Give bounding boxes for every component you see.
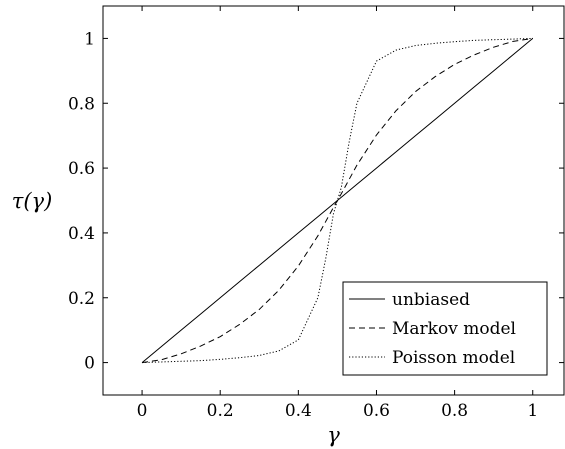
- series-layer: [141, 37, 534, 364]
- x-tick-label: 0.2: [207, 401, 234, 421]
- legend-label-markov-model: Markov model: [392, 319, 516, 339]
- plot-frame: [102, 5, 565, 396]
- x-axis-label: γ: [327, 423, 340, 447]
- x-tick-label: 0: [137, 401, 148, 421]
- x-tick-label: 0.6: [363, 401, 390, 421]
- legend: unbiased Markov model Poisson model: [342, 281, 548, 376]
- y-tick-label: 1: [84, 29, 95, 49]
- legend-box: [342, 281, 548, 376]
- ticks-layer: 0 0.2 0.4 0.6 0.8 1 0 0.2 0.4 0.6 0.8 1: [68, 6, 564, 421]
- y-tick-label: 0.8: [68, 94, 95, 114]
- x-tick-label: 0.4: [285, 401, 312, 421]
- y-axis-label: τ(γ): [12, 189, 53, 213]
- legend-label-unbiased: unbiased: [392, 290, 470, 310]
- y-tick-label: 0.4: [68, 224, 95, 244]
- x-tick-label: 1: [527, 401, 538, 421]
- y-tick-label: 0.2: [68, 289, 95, 309]
- series-line-markov-model: [141, 37, 533, 364]
- y-tick-label: 0: [84, 354, 95, 374]
- x-tick-label: 0.8: [441, 401, 468, 421]
- y-tick-label: 0.6: [68, 159, 95, 179]
- legend-label-poisson-model: Poisson model: [392, 348, 515, 368]
